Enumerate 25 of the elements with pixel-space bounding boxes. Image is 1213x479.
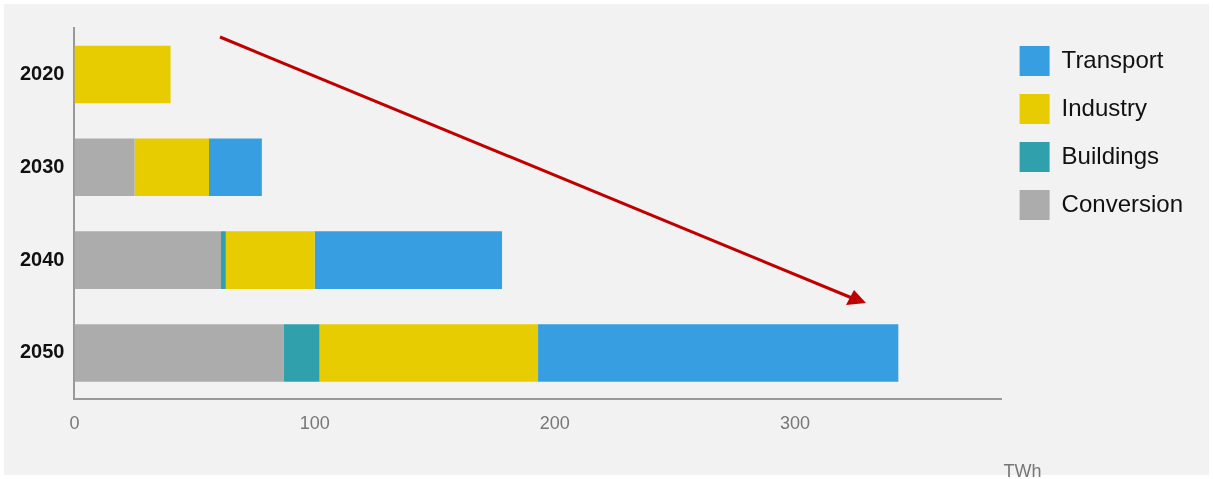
legend-label: Buildings [1061, 141, 1160, 169]
bar [225, 231, 315, 289]
bar [221, 231, 226, 289]
y-tick-label: 2050 [19, 340, 65, 363]
legend-label: Industry [1061, 93, 1147, 121]
bar [74, 138, 135, 197]
legend-label: Transport [1061, 45, 1164, 73]
x-tick-label: 100 [299, 413, 330, 434]
x-tick-label: 0 [69, 413, 80, 434]
bar [74, 324, 284, 382]
bar [74, 231, 222, 289]
bar [74, 45, 171, 104]
x-axis-title: TWh [1003, 460, 1042, 479]
x-tick-label: 300 [780, 413, 811, 434]
bar [209, 138, 262, 197]
y-tick-label: 2030 [19, 154, 65, 177]
bar [538, 324, 899, 382]
bar [283, 324, 320, 382]
y-tick-label: 2040 [19, 247, 65, 270]
bar [134, 138, 209, 197]
y-tick-label: 2020 [19, 61, 65, 84]
bar [319, 324, 539, 382]
x-tick-label: 200 [539, 413, 570, 434]
bar [314, 231, 503, 289]
legend-label: Conversion [1061, 189, 1184, 217]
